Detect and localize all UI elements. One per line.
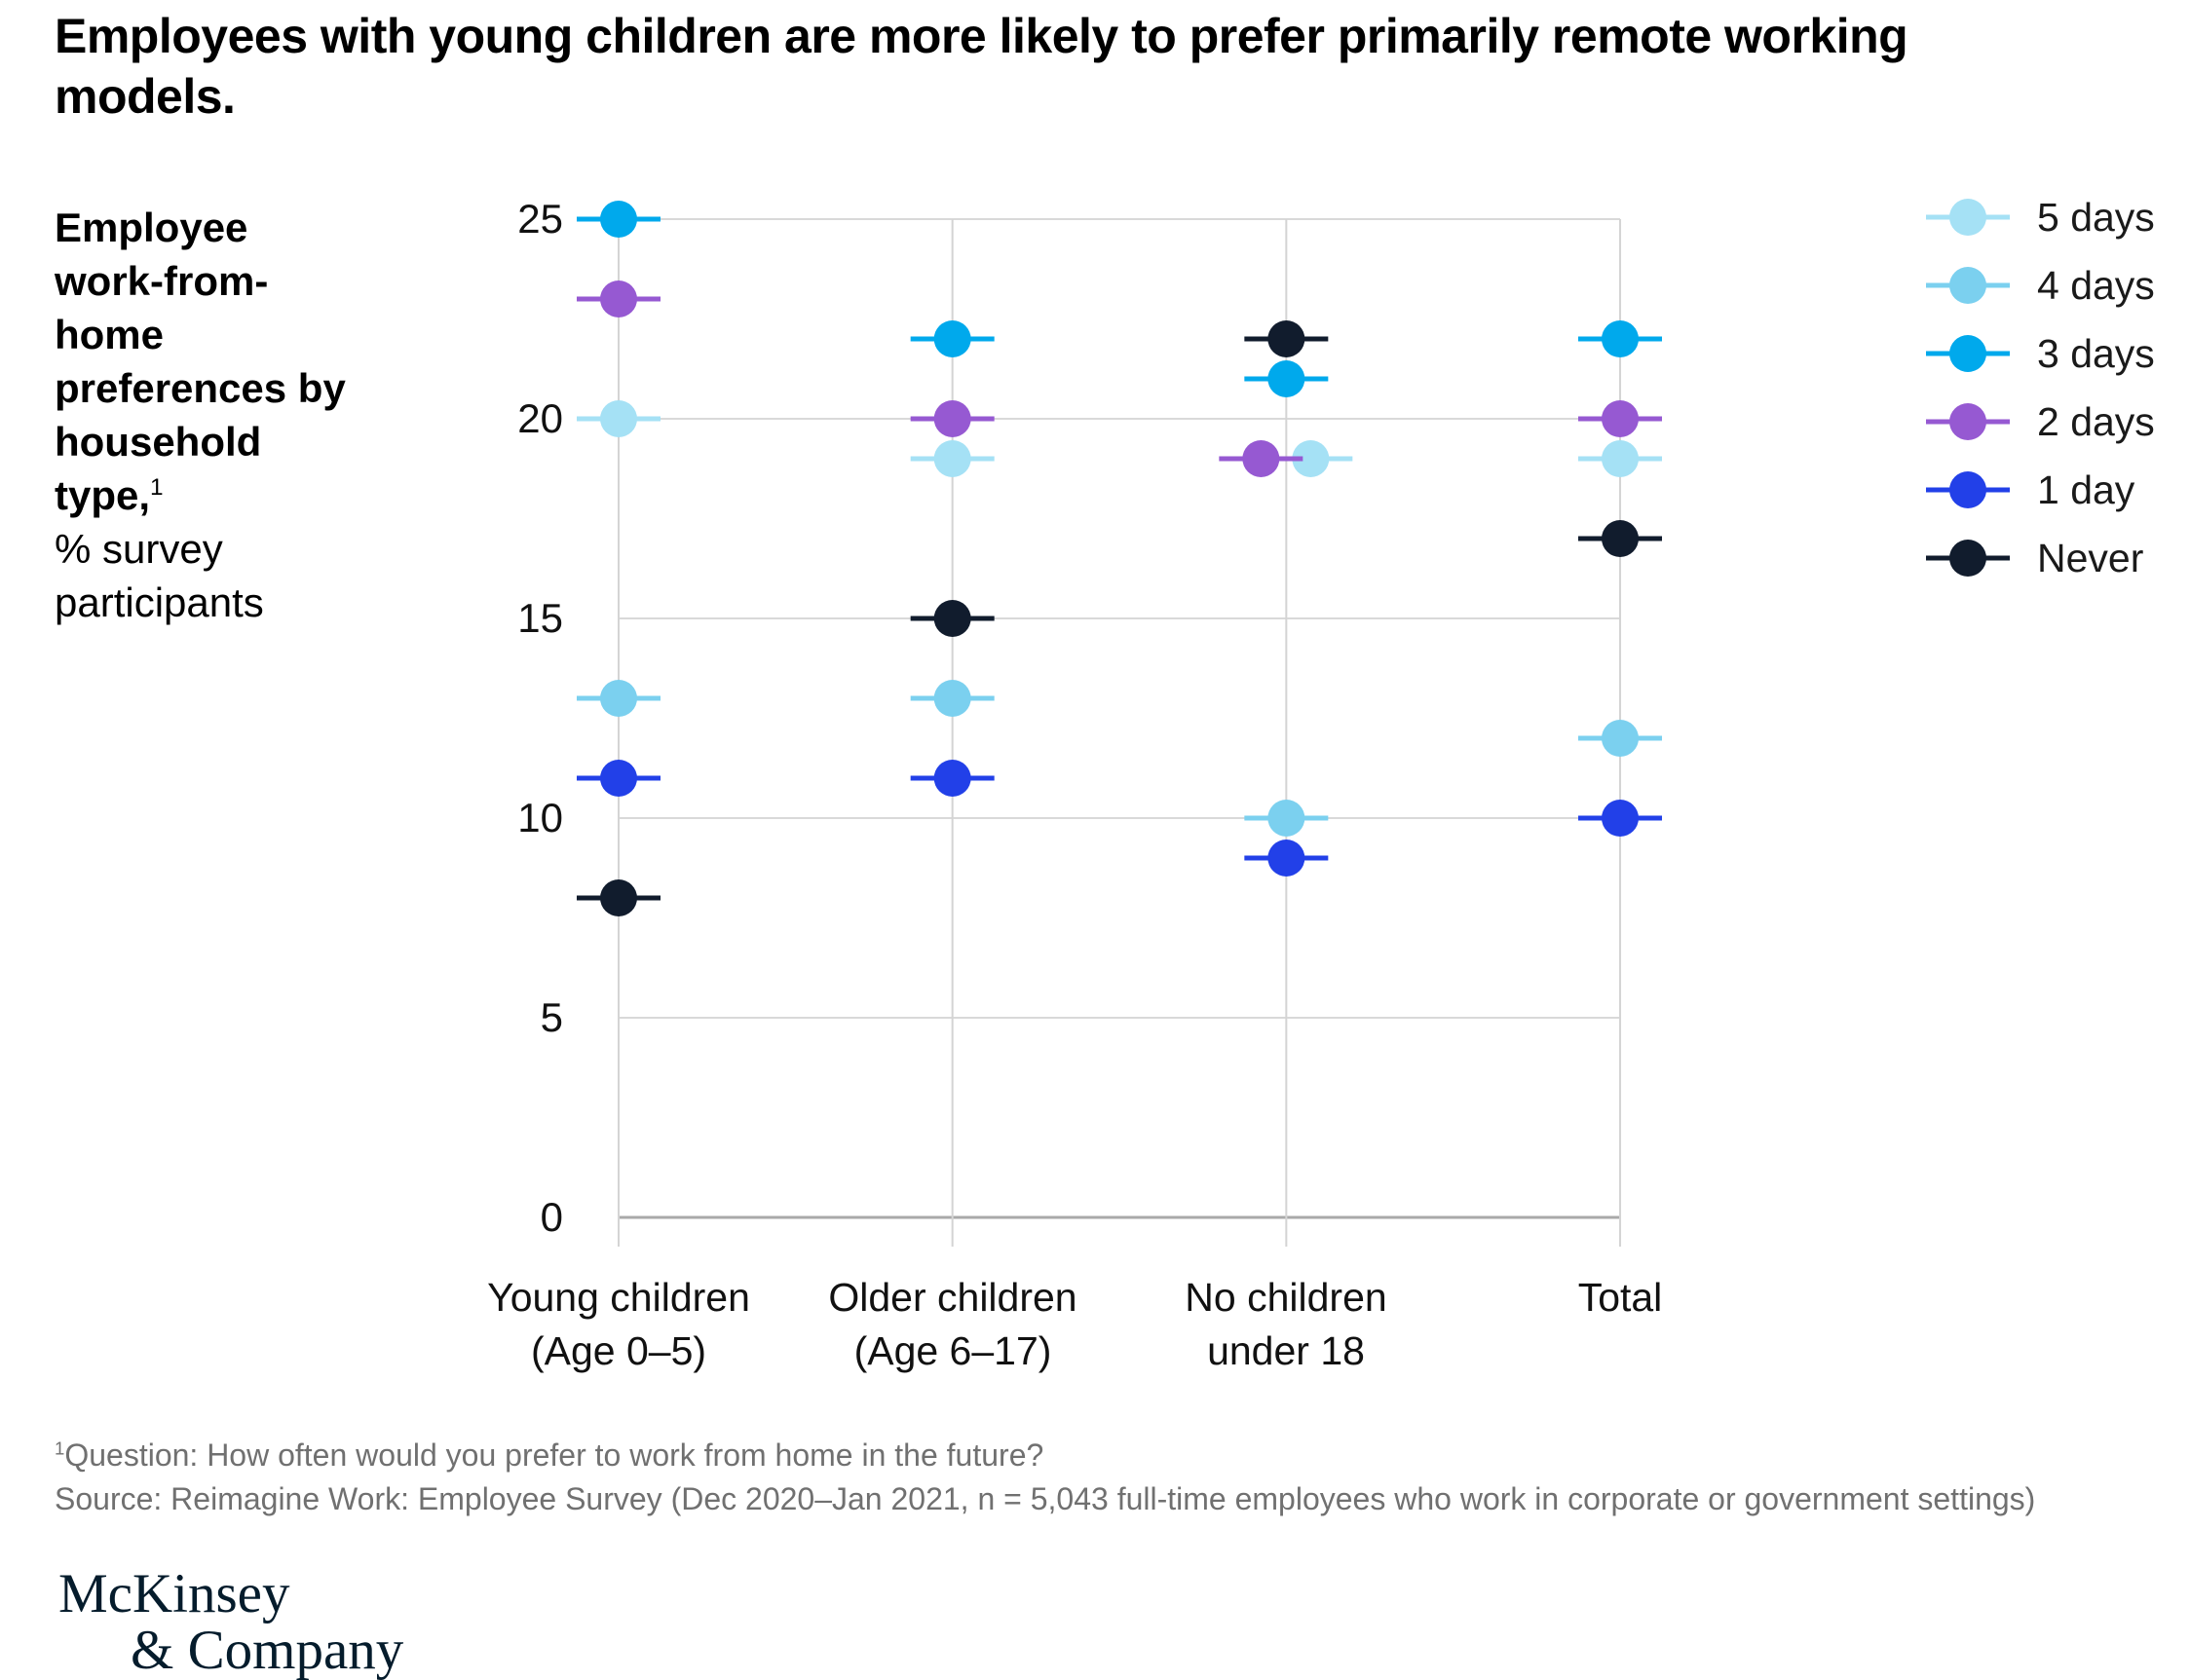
- legend-item-1-day: 1 day: [1926, 456, 2155, 524]
- legend-label: 5 days: [2037, 194, 2155, 240]
- data-point: [600, 879, 637, 916]
- legend-label: 3 days: [2037, 330, 2155, 376]
- y-axis-tick-0: 0: [540, 1194, 563, 1240]
- legend-marker-icon: [1926, 540, 2010, 577]
- data-point: [1267, 320, 1305, 357]
- legend-marker-icon: [1926, 403, 2010, 440]
- data-point: [1602, 720, 1640, 757]
- data-point: [1292, 440, 1330, 477]
- data-point: [1602, 520, 1640, 557]
- data-point: [1602, 440, 1640, 477]
- x-axis-label-no-children: No children under 18: [1072, 1271, 1500, 1378]
- footnote-marker-superscript: 1: [150, 474, 164, 501]
- x-axis-label-young-children: Young children (Age 0–5): [404, 1271, 833, 1378]
- data-point: [933, 600, 971, 637]
- data-point: [1267, 360, 1305, 397]
- legend-item-5-days: 5 days: [1926, 183, 2155, 251]
- x-axis-label-line: Older children: [828, 1275, 1077, 1320]
- data-point: [1267, 840, 1305, 877]
- footnote-question-text: Question: How often would you prefer to …: [64, 1437, 1044, 1473]
- y-axis-tick-5: 5: [540, 994, 563, 1040]
- legend-label: Never: [2037, 535, 2144, 580]
- data-point: [933, 760, 971, 797]
- y-axis-tick-25: 25: [517, 196, 563, 242]
- page-title: Employees with young children are more l…: [55, 9, 1908, 124]
- legend-item-2-days: 2 days: [1926, 388, 2155, 456]
- x-axis-label-line: under 18: [1207, 1328, 1365, 1373]
- legend-marker-icon: [1926, 199, 2010, 236]
- data-point: [933, 440, 971, 477]
- footnote-marker: 1: [55, 1437, 65, 1459]
- logo-line-2: & Company: [131, 1620, 404, 1680]
- data-point: [1242, 440, 1280, 477]
- x-axis-label-older-children: Older children (Age 6–17): [738, 1271, 1167, 1378]
- legend-item-never: Never: [1926, 524, 2155, 592]
- x-axis-label-line: (Age 6–17): [853, 1328, 1052, 1373]
- data-point: [1602, 400, 1640, 437]
- legend-label: 1 day: [2037, 467, 2135, 512]
- legend-item-3-days: 3 days: [1926, 319, 2155, 388]
- data-point: [1267, 800, 1305, 837]
- data-point: [600, 280, 637, 317]
- data-point: [600, 760, 637, 797]
- legend-label: 4 days: [2037, 262, 2155, 308]
- x-axis-label-line: (Age 0–5): [530, 1328, 707, 1373]
- data-point: [600, 201, 637, 238]
- x-axis-label-line: Young children: [487, 1275, 750, 1320]
- data-point: [933, 400, 971, 437]
- footnote-question: 1Question: How often would you prefer to…: [55, 1434, 2139, 1477]
- legend: 5 days 4 days 3 days 2 days 1 day Never: [1926, 183, 2155, 592]
- x-axis-label-line: No children: [1185, 1275, 1387, 1320]
- legend-label: 2 days: [2037, 398, 2155, 444]
- mckinsey-logo: McKinsey & Company: [58, 1566, 403, 1679]
- y-axis-tick-15: 15: [517, 595, 563, 641]
- y-axis-tick-20: 20: [517, 395, 563, 441]
- y-axis-tick-10: 10: [517, 795, 563, 840]
- x-axis-label-line: Total: [1577, 1275, 1663, 1320]
- legend-marker-icon: [1926, 267, 2010, 304]
- legend-marker-icon: [1926, 471, 2010, 508]
- data-point: [600, 400, 637, 437]
- chart-subtitle: Employee work-from-home preferences by h…: [55, 201, 361, 629]
- chart-unit-label: % survey participants: [55, 526, 264, 625]
- data-point: [933, 680, 971, 717]
- chart-subtitle-bold: Employee work-from-home preferences by h…: [55, 205, 346, 518]
- data-point: [1602, 800, 1640, 837]
- legend-item-4-days: 4 days: [1926, 251, 2155, 319]
- data-point: [1602, 320, 1640, 357]
- legend-marker-icon: [1926, 335, 2010, 372]
- footnote-source: Source: Reimagine Work: Employee Survey …: [55, 1481, 2036, 1516]
- data-point: [933, 320, 971, 357]
- data-point: [600, 680, 637, 717]
- logo-line-1: McKinsey: [58, 1563, 290, 1624]
- x-axis-label-total: Total: [1406, 1271, 1834, 1325]
- footnote: 1Question: How often would you prefer to…: [55, 1434, 2139, 1521]
